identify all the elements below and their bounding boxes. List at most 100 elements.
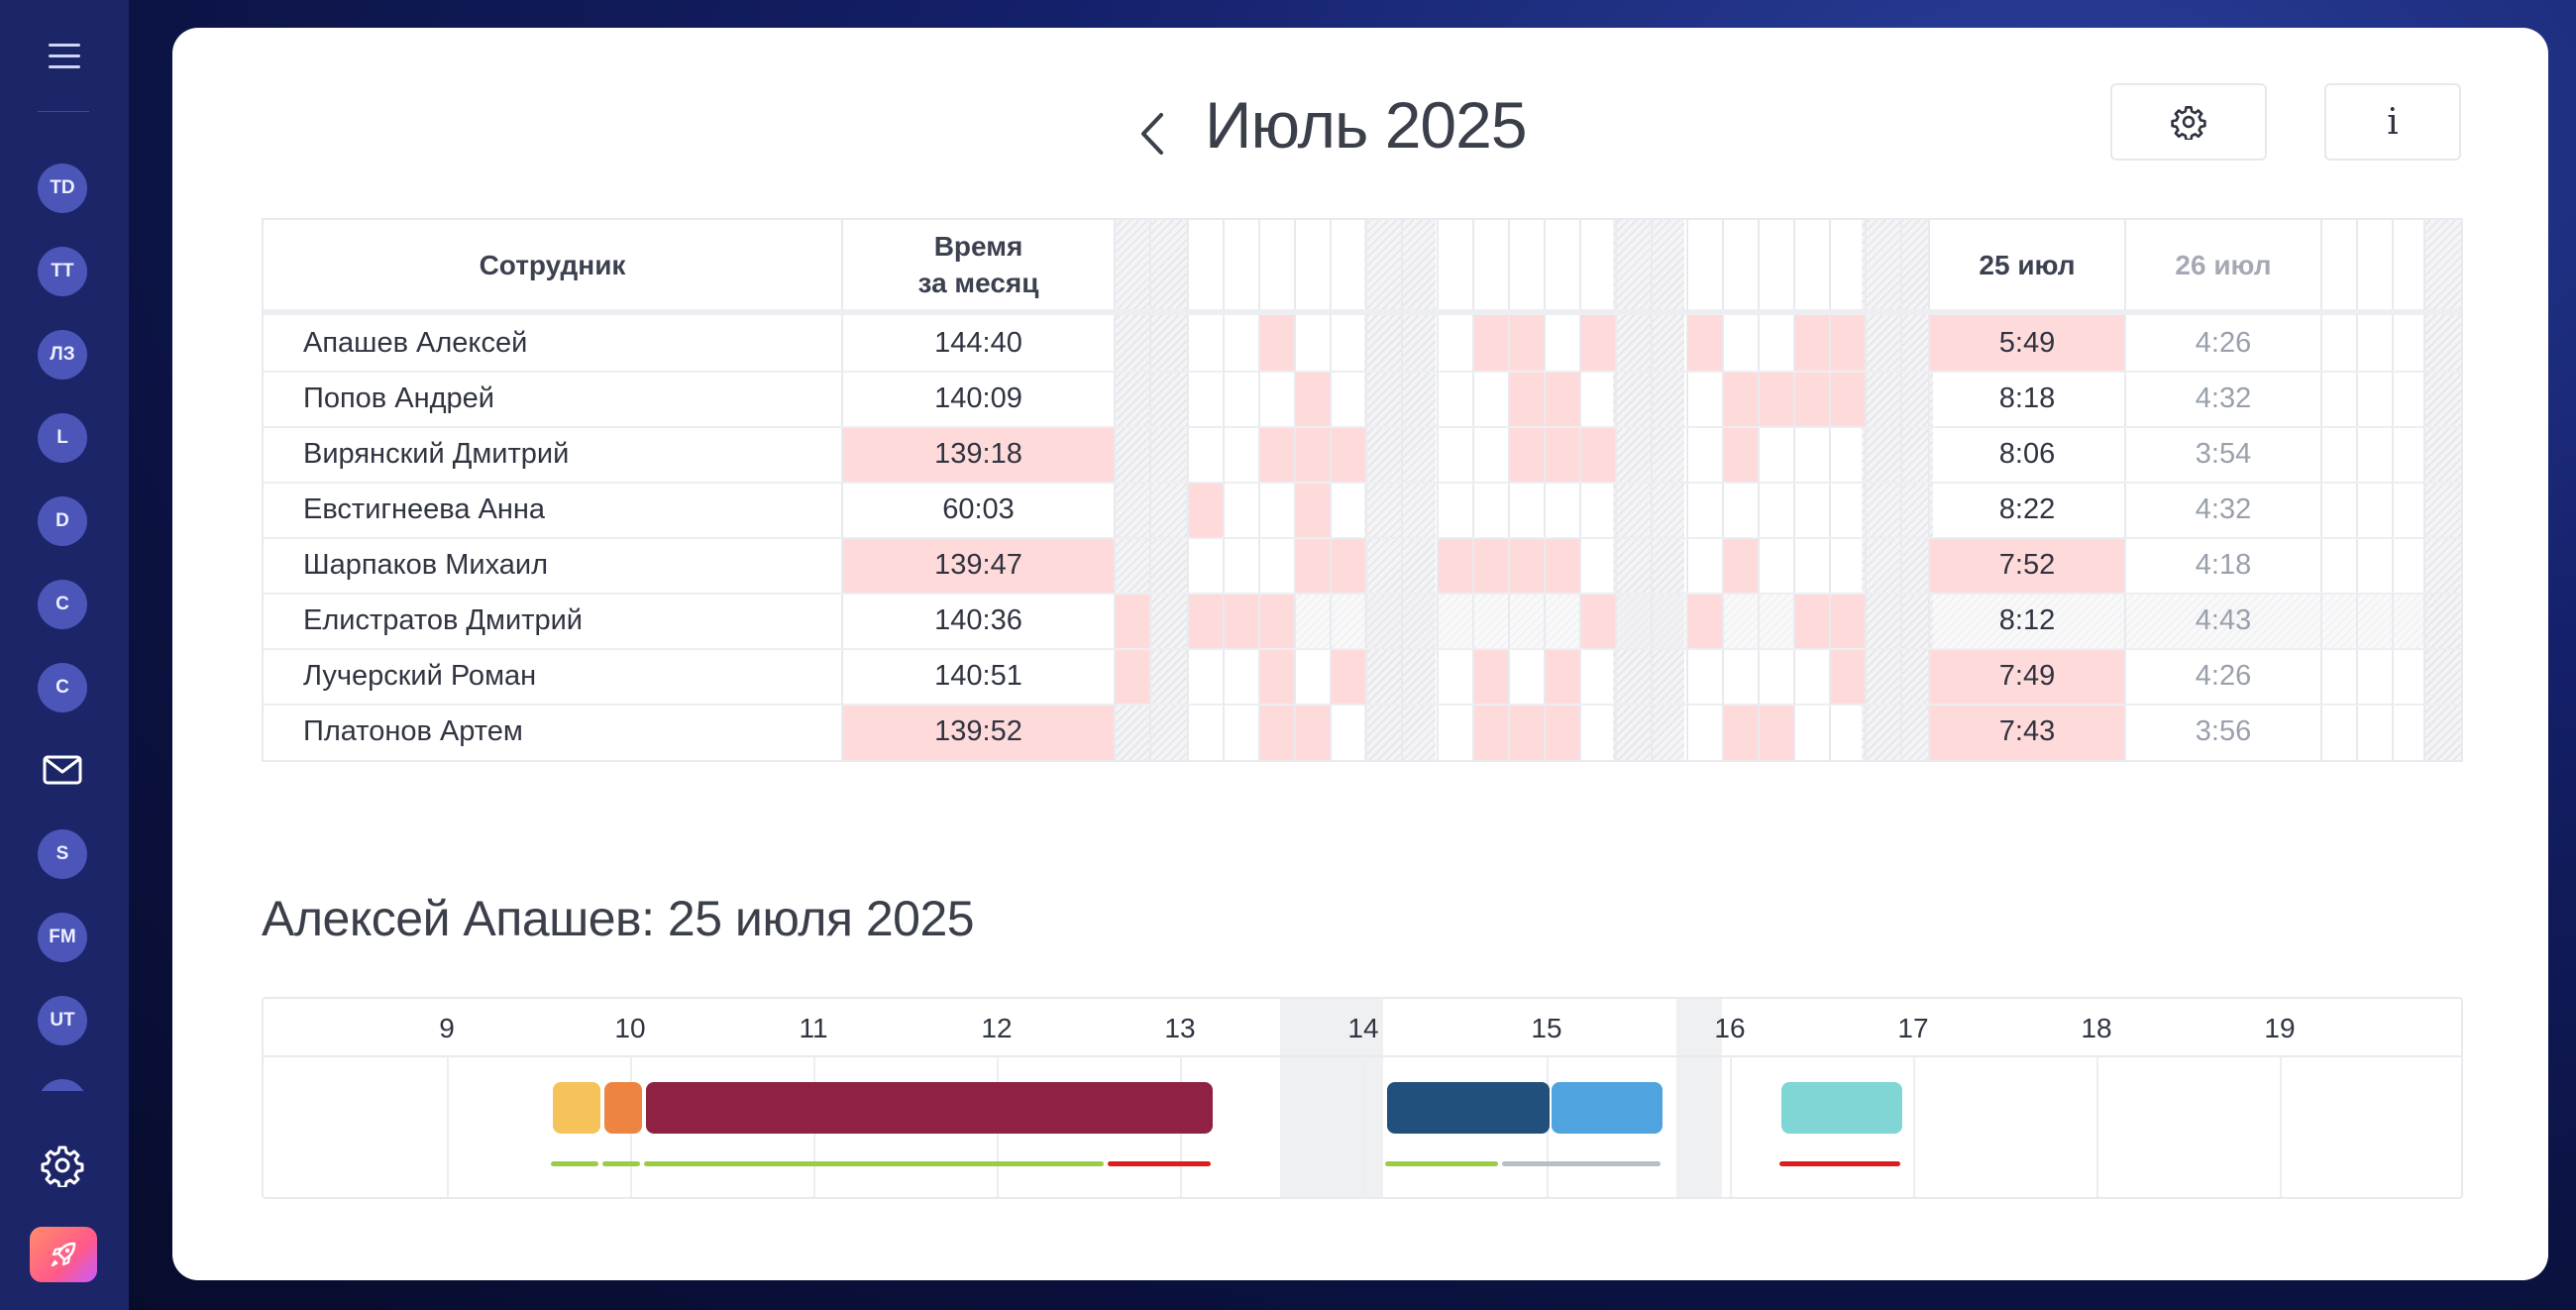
day-cell[interactable] [1114,593,1149,648]
day-a-time: 8:22 [1998,492,2056,525]
workspace-avatar[interactable]: S [38,829,87,879]
day-a-cell[interactable] [1928,315,2124,371]
day-timeline: 9 10 11 12 13 14 15 16 17 18 19 [262,997,2463,1199]
day-cell[interactable] [1472,704,1579,760]
column-header-day-26[interactable]: 26 июл [2126,220,2320,309]
productivity-line [1385,1161,1498,1166]
day-cell[interactable] [1258,315,1294,371]
day-cell[interactable] [1472,648,1508,704]
activity-block[interactable] [553,1082,600,1134]
weekend-column [1613,220,1684,760]
day-cell[interactable] [1686,593,1722,648]
month-total: 139:52 [934,714,1022,747]
day-cell[interactable] [1330,648,1365,704]
workspace-avatar[interactable]: ЛЗ [38,330,87,380]
main-card: Июль 2025 i [172,28,2548,1280]
day-a-time: 7:49 [1998,659,2056,692]
employee-name[interactable]: Апашев Алексей [303,326,528,359]
menu-icon[interactable] [49,42,80,71]
day-cell[interactable] [1722,426,1758,482]
day-a-cell[interactable] [1928,704,2124,760]
day-cell[interactable] [1294,371,1330,426]
hour-label: 9 [439,1013,455,1043]
day-cell[interactable] [1187,482,1223,537]
day-b-time: 4:32 [2195,382,2252,414]
day-b-time: 4:26 [2195,659,2252,692]
month-total: 139:47 [934,548,1022,581]
employee-name[interactable]: Елистратов Дмитрий [303,603,583,636]
activity-block[interactable] [604,1082,642,1134]
day-b-time: 3:56 [2195,714,2252,747]
employee-name[interactable]: Попов Андрей [303,382,495,414]
workspace-avatar[interactable]: FM [38,913,87,962]
productivity-line [602,1161,640,1166]
day-cell[interactable] [1579,593,1615,648]
hour-label: 18 [2081,1013,2112,1043]
workspace-avatar-partial [38,1079,87,1091]
workspace-avatar[interactable]: UT [38,996,87,1045]
hour-label: 13 [1164,1013,1196,1043]
rocket-button[interactable] [30,1227,97,1282]
month-total: 140:51 [934,659,1022,692]
employee-name[interactable]: Шарпаков Михаил [303,548,549,581]
employee-name[interactable]: Вирянский Дмитрий [303,437,570,470]
workspace-avatar[interactable]: D [38,496,87,546]
activity-block[interactable] [646,1082,1213,1134]
day-cell[interactable] [1258,648,1294,704]
hour-label: 12 [981,1013,1013,1043]
productivity-line [1779,1161,1900,1166]
month-total: 60:03 [942,492,1015,525]
weekend-column [1862,220,1933,760]
day-cell[interactable] [1722,537,1758,593]
employee-name[interactable]: Лучерский Роман [303,659,537,692]
day-cell[interactable] [1258,704,1294,760]
day-b-time: 3:54 [2195,437,2252,470]
hour-label: 11 [799,1013,828,1043]
workspace-avatar[interactable]: TT [38,247,87,296]
rocket-icon [51,1242,76,1267]
activity-block[interactable] [1552,1082,1663,1134]
month-total: 140:09 [934,382,1022,414]
day-cell[interactable] [1579,315,1615,371]
page-title: Июль 2025 [1205,88,1528,162]
day-a-time: 7:52 [1998,548,2056,581]
settings-button[interactable] [2110,83,2267,161]
mail-icon[interactable] [43,755,82,785]
column-header-employee[interactable]: Сотрудник [479,249,626,280]
day-cell[interactable] [1114,648,1149,704]
total-cell[interactable] [843,704,1114,760]
workspace-avatar[interactable]: C [38,663,87,712]
activity-block[interactable] [1781,1082,1902,1134]
day-cell[interactable] [1294,704,1330,760]
employee-name[interactable]: Платонов Артем [303,714,523,747]
activity-block[interactable] [1387,1082,1550,1134]
workspace-avatar[interactable]: L [38,413,87,463]
info-button[interactable]: i [2324,83,2461,161]
hour-label: 15 [1531,1013,1562,1043]
workspace-avatar[interactable]: C [38,580,87,629]
gear-icon[interactable] [41,1144,84,1187]
month-total: 144:40 [934,326,1022,359]
total-cell[interactable] [843,426,1114,482]
total-cell[interactable] [843,537,1114,593]
day-a-cell[interactable] [1928,648,2124,704]
column-header-day-25[interactable]: 25 июл [1930,220,2124,309]
productivity-line [644,1161,1104,1166]
day-cell[interactable] [1544,648,1579,704]
day-cell[interactable] [1829,648,1865,704]
detail-title: Алексей Апашев: 25 июля 2025 [262,891,975,946]
day-a-time: 5:49 [1998,326,2056,359]
day-cell[interactable] [1686,315,1722,371]
day-a-cell[interactable] [1928,537,2124,593]
day-cell[interactable] [1508,426,1615,482]
day-b-time: 4:18 [2195,548,2252,581]
workspace-avatar[interactable]: TD [38,164,87,213]
productivity-line [551,1161,598,1166]
weekend-column [2423,220,2461,760]
column-header-month-time[interactable]: Время за месяц [917,231,1039,298]
prev-month-button[interactable] [1131,99,1171,168]
day-cell[interactable] [1258,426,1365,482]
day-cell[interactable] [1187,593,1294,648]
day-cell[interactable] [1294,482,1330,537]
employee-name[interactable]: Евстигнеева Анна [303,492,546,525]
